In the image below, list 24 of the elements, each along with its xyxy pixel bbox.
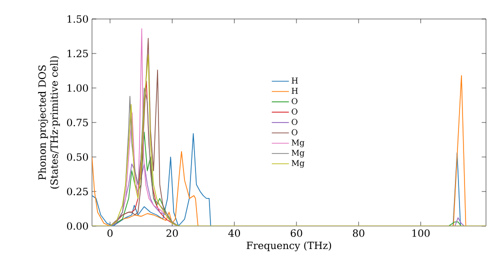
- legend-label: H: [292, 78, 298, 84]
- y-tick-label: 0.50: [67, 153, 88, 161]
- y-tick-label: 1.25: [68, 50, 88, 58]
- y-tick-label: 1.00: [68, 84, 88, 92]
- x-axis-title: Frequency (THz): [246, 241, 332, 252]
- x-tick-label: 40: [228, 229, 240, 237]
- legend-label: O: [292, 98, 298, 104]
- legend-label: O: [292, 118, 298, 125]
- x-tick-label: 80: [352, 229, 364, 237]
- legend-label: O: [292, 108, 298, 115]
- x-tick-label: 100: [412, 229, 430, 237]
- x-tick-label: 60: [290, 229, 302, 237]
- x-tick-label: 20: [166, 229, 178, 237]
- y-tick-label: 0.00: [67, 222, 88, 230]
- legend-label: Mg: [292, 150, 304, 158]
- legend-label: H: [292, 88, 298, 94]
- y-axis-title: Phonon projected DOS (States/THz·primitive cell): [38, 56, 60, 189]
- y-tick-label: 1.50: [68, 15, 88, 23]
- legend-label: O: [292, 129, 298, 136]
- x-tick-label: 0: [108, 229, 113, 237]
- legend-label: Mg: [292, 160, 304, 168]
- y-tick-label: 0.25: [67, 188, 88, 196]
- legend-label: Mg: [292, 140, 304, 148]
- y-tick-label: 0.75: [67, 118, 88, 126]
